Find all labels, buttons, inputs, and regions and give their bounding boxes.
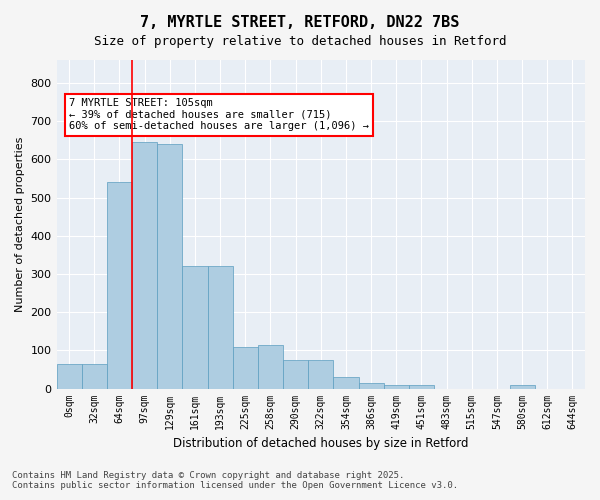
- Text: Contains HM Land Registry data © Crown copyright and database right 2025.
Contai: Contains HM Land Registry data © Crown c…: [12, 470, 458, 490]
- Bar: [208, 266, 233, 388]
- Bar: [359, 383, 383, 388]
- Bar: [233, 346, 258, 389]
- Bar: [383, 384, 409, 388]
- Bar: [308, 360, 334, 388]
- Bar: [258, 344, 283, 389]
- Bar: [182, 266, 208, 388]
- Text: 7 MYRTLE STREET: 105sqm
← 39% of detached houses are smaller (715)
60% of semi-d: 7 MYRTLE STREET: 105sqm ← 39% of detache…: [69, 98, 369, 132]
- Bar: [56, 364, 82, 388]
- Y-axis label: Number of detached properties: Number of detached properties: [15, 136, 25, 312]
- Text: Size of property relative to detached houses in Retford: Size of property relative to detached ho…: [94, 35, 506, 48]
- Bar: [107, 182, 132, 388]
- Bar: [132, 142, 157, 388]
- Bar: [409, 384, 434, 388]
- Bar: [509, 384, 535, 388]
- Bar: [82, 364, 107, 388]
- Bar: [157, 144, 182, 388]
- Bar: [334, 377, 359, 388]
- Bar: [283, 360, 308, 388]
- Text: 7, MYRTLE STREET, RETFORD, DN22 7BS: 7, MYRTLE STREET, RETFORD, DN22 7BS: [140, 15, 460, 30]
- X-axis label: Distribution of detached houses by size in Retford: Distribution of detached houses by size …: [173, 437, 469, 450]
